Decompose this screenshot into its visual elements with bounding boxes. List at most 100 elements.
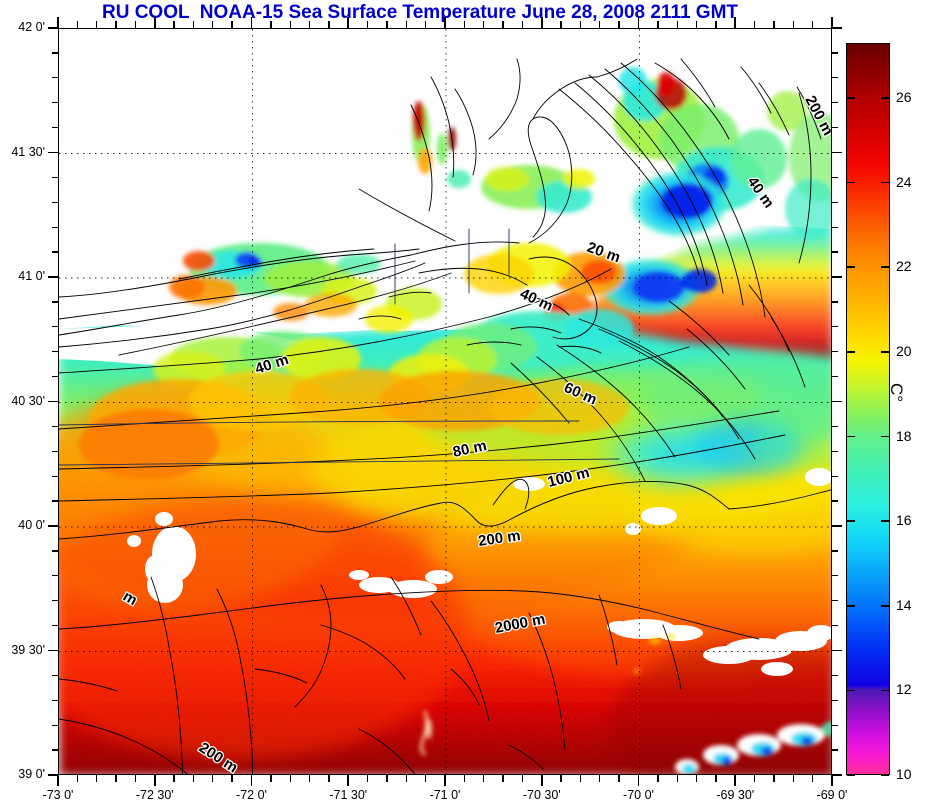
colorbar-tick-label: 26 [896, 89, 912, 105]
latitude-right-minor-tick [832, 624, 838, 627]
colorbar-tick-label: 10 [896, 766, 912, 782]
latitude-right-minor-tick [832, 375, 838, 378]
latitude-minor-tick [52, 724, 58, 726]
latitude-minor-tick [52, 600, 58, 602]
longitude-minor-tick [192, 775, 195, 782]
longitude-tick-label: -73 0' [42, 788, 74, 802]
longitude-tick-label: -72 30' [135, 788, 174, 802]
latitude-minor-tick [52, 624, 58, 627]
latitude-major-tick [48, 400, 58, 403]
colorbar-tick [847, 689, 855, 692]
longitude-major-tick [444, 775, 446, 786]
latitude-right-minor-tick [832, 126, 838, 129]
longitude-minor-tick [715, 775, 717, 782]
longitude-top-minor-tick [76, 21, 79, 28]
latitude-right-minor-tick [832, 52, 838, 54]
latitude-minor-tick [52, 425, 58, 428]
colorbar-tick [847, 266, 855, 269]
longitude-top-tick [347, 17, 350, 28]
colorbar-tick [881, 181, 889, 184]
longitude-tick-label: -70 30' [522, 788, 561, 802]
longitude-tick-label: -71 30' [329, 788, 368, 802]
longitude-major-tick [57, 775, 59, 786]
longitude-minor-tick [270, 775, 272, 782]
longitude-top-tick [57, 17, 59, 28]
latitude-minor-tick [52, 326, 58, 328]
latitude-major-tick [48, 276, 58, 278]
longitude-minor-tick [811, 775, 814, 782]
longitude-minor-tick [695, 775, 698, 782]
longitude-major-tick [153, 775, 156, 786]
colorbar-axis-label: C° [887, 383, 906, 403]
longitude-minor-tick [483, 775, 485, 782]
longitude-top-minor-tick [657, 21, 659, 28]
colorbar[interactable] [846, 43, 890, 775]
latitude-right-tick [832, 400, 842, 403]
longitude-tick-label: -69 0' [816, 788, 848, 802]
latitude-right-minor-tick [832, 77, 838, 79]
longitude-minor-tick [405, 775, 407, 782]
longitude-top-tick [153, 17, 156, 28]
colorbar-tick-label: 18 [896, 427, 912, 444]
latitude-right-minor-tick [832, 102, 838, 104]
latitude-minor-tick [52, 375, 58, 378]
latitude-major-tick [48, 774, 58, 776]
longitude-tick-label: -70 0' [623, 788, 654, 802]
latitude-major-tick [48, 151, 58, 154]
longitude-minor-tick [599, 775, 601, 782]
latitude-minor-tick [52, 251, 58, 253]
longitude-minor-tick [96, 775, 98, 782]
longitude-minor-tick [618, 775, 620, 782]
longitude-minor-tick [579, 775, 582, 782]
colorbar-tick [881, 435, 889, 438]
latitude-minor-tick [52, 201, 58, 203]
longitude-top-minor-tick [212, 21, 214, 28]
longitude-top-minor-tick [270, 21, 272, 28]
longitude-top-minor-tick [811, 21, 814, 28]
colorbar-tick [881, 689, 889, 692]
latitude-minor-tick [52, 450, 58, 452]
longitude-top-minor-tick [463, 21, 466, 28]
latitude-right-minor-tick [832, 550, 838, 552]
latitude-right-minor-tick [832, 749, 838, 751]
colorbar-tick-label: 22 [896, 258, 912, 275]
longitude-minor-tick [676, 775, 678, 782]
coastline-contours [59, 58, 831, 774]
latitude-minor-tick [52, 176, 58, 179]
longitude-major-tick [831, 775, 833, 786]
longitude-tick-label: -72 0' [236, 788, 267, 802]
longitude-major-tick [540, 775, 543, 786]
longitude-major-tick [347, 775, 350, 786]
longitude-top-minor-tick [134, 21, 137, 28]
longitude-minor-tick [173, 775, 175, 782]
latitude-minor-tick [52, 575, 58, 577]
latitude-minor-tick [52, 126, 58, 129]
longitude-top-minor-tick [792, 21, 794, 28]
colorbar-tick [847, 604, 855, 607]
latitude-right-minor-tick [832, 699, 838, 701]
longitude-minor-tick [366, 775, 369, 782]
latitude-minor-tick [52, 674, 58, 677]
longitude-minor-tick [560, 775, 562, 782]
colorbar-tick [881, 774, 889, 776]
longitude-minor-tick [134, 775, 137, 782]
latitude-minor-tick [52, 749, 58, 751]
latitude-right-tick [832, 276, 842, 278]
longitude-top-minor-tick [192, 21, 195, 28]
longitude-minor-tick [657, 775, 659, 782]
longitude-minor-tick [521, 775, 524, 782]
latitude-right-minor-tick [832, 674, 838, 677]
longitude-major-tick [250, 775, 253, 786]
latitude-right-minor-tick [832, 475, 838, 477]
longitude-top-minor-tick [521, 21, 524, 28]
longitude-minor-tick [115, 775, 117, 782]
colorbar-tick [881, 351, 889, 353]
latitude-tick-label: 40 0' [18, 518, 45, 532]
latitude-major-tick [48, 525, 58, 527]
longitude-minor-tick [753, 775, 756, 782]
latitude-major-tick [48, 27, 58, 29]
latitude-minor-tick [52, 52, 58, 54]
latitude-minor-tick [52, 102, 58, 104]
latitude-tick-label: 41 30' [11, 144, 45, 159]
